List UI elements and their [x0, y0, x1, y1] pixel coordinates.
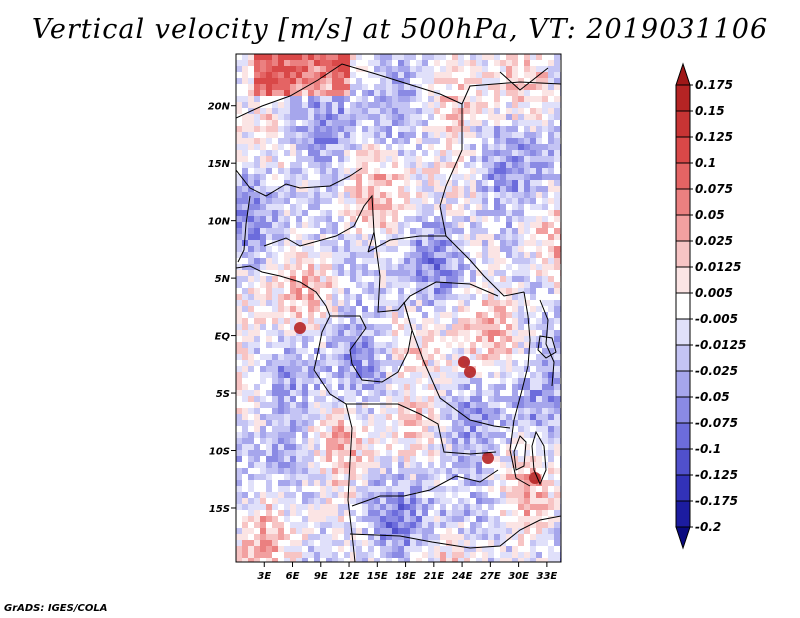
map-title: Vertical velocity [m/s] at 500hPa, VT: 2… [31, 14, 769, 45]
map-axes: 20N 15N 10N 5N EQ 5S 10S 15S 3E 6E 9E 12E 15E 18E 21E 2… [208, 102, 558, 582]
lon-label: 18E [395, 571, 416, 582]
lon-label: 24E [452, 571, 473, 582]
lon-label: 33E [536, 571, 557, 582]
lat-label: EQ [215, 332, 231, 343]
lon-label: 6E [286, 571, 300, 582]
lat-label: 5S [216, 389, 230, 400]
lon-label: 27E [480, 571, 501, 582]
lat-label: 15N [208, 159, 231, 170]
lat-label: 10S [209, 447, 230, 458]
velocity-field [236, 54, 561, 562]
grads-credit: GrADS: IGES/COLA [4, 603, 108, 614]
lon-label: 3E [257, 571, 271, 582]
lon-label: 21E [423, 571, 444, 582]
lat-label: 10N [208, 217, 231, 228]
lat-label: 5N [215, 274, 231, 285]
lat-label: 20N [208, 102, 231, 113]
lon-label: 30E [508, 571, 529, 582]
country-borders [236, 63, 561, 562]
lon-label: 15E [367, 571, 388, 582]
lat-label: 15S [209, 504, 230, 515]
map-frame [235, 53, 562, 563]
lon-label: 9E [314, 571, 328, 582]
lon-label: 12E [339, 571, 360, 582]
